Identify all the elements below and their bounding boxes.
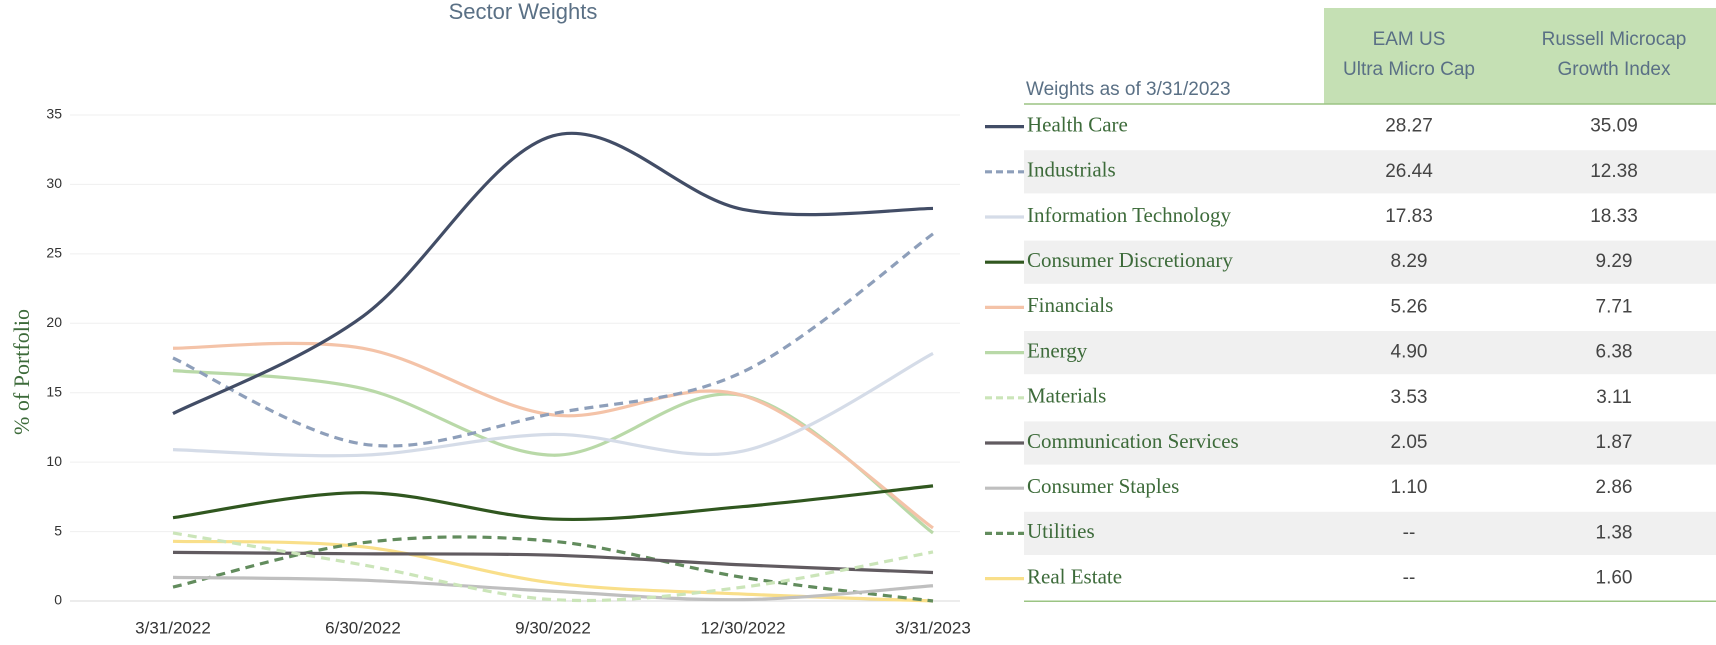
series-line [172,531,934,603]
row-bg [1024,511,1716,555]
x-tick-label: 6/30/2022 [325,618,401,637]
x-tick-label: 3/31/2023 [895,618,971,637]
table-cell: 8.29 [1391,251,1428,272]
y-tick-label: 25 [46,245,62,261]
table-cell: 3.11 [1596,387,1632,408]
table-cell: 1.60 [1596,568,1633,589]
legend-label: Information Technology [1027,203,1232,227]
table-cell: 26.44 [1385,161,1433,182]
row-bg [1024,150,1716,194]
x-tick-label: 12/30/2022 [700,618,785,637]
y-tick-label: 10 [46,453,62,469]
table-cell: 17.83 [1385,206,1433,227]
y-tick-label: 5 [54,522,62,538]
table-cell: 1.10 [1391,477,1428,498]
table-cell: 9.29 [1596,251,1633,272]
table-cell: 12.38 [1590,161,1638,182]
legend-label: Consumer Discretionary [1027,248,1233,272]
y-tick-label: 35 [46,106,62,122]
row-bg [1024,240,1716,284]
column-header: EAM US [1373,29,1446,50]
row-bg [1024,331,1716,375]
row-bg [1024,421,1716,465]
x-tick-label: 9/30/2022 [515,618,591,637]
table-cell: 2.05 [1391,432,1428,453]
series-line [172,484,934,522]
table-caption: Weights as of 3/31/2023 [1026,79,1231,100]
legend-label: Financials [1027,293,1113,317]
y-tick-label: 20 [46,314,62,330]
table-cell: 28.27 [1385,116,1433,137]
series-line [172,368,934,535]
table-cell: 35.09 [1590,116,1638,137]
table-cell: 7.71 [1596,296,1633,317]
legend-label: Communication Services [1027,429,1239,453]
column-header: Ultra Micro Cap [1343,59,1475,80]
legend-label: Utilities [1027,519,1095,543]
column-header: Growth Index [1558,59,1671,80]
series-line [172,131,934,415]
series-line [172,232,934,448]
legend-label: Industrials [1027,158,1116,182]
series-line [172,341,934,530]
legend-label: Real Estate [1027,564,1122,588]
table-cell: 5.26 [1391,296,1428,317]
table-cell: 1.87 [1596,432,1633,453]
table-cell: -- [1403,522,1416,543]
column-header: Russell Microcap [1542,29,1687,50]
table-cell: 2.86 [1596,477,1633,498]
table-cell: 3.53 [1391,387,1428,408]
series-line [172,575,934,602]
legend-label: Health Care [1027,112,1128,136]
table-cell: -- [1403,568,1416,589]
legend-label: Consumer Staples [1027,474,1179,498]
legend-label: Materials [1027,384,1106,408]
y-tick-label: 0 [54,592,62,608]
series-line [172,351,934,458]
y-tick-label: 30 [46,175,62,191]
table-cell: 6.38 [1596,342,1633,363]
x-tick-label: 3/31/2022 [135,618,211,637]
table-header-bg [1324,8,1716,104]
chart-title: Sector Weights [449,0,598,24]
table-cell: 18.33 [1590,206,1638,227]
legend-label: Energy [1027,338,1088,362]
series-line [172,550,934,575]
table-cell: 4.90 [1391,342,1428,363]
y-axis-label: % of Portfolio [9,309,34,435]
table-cell: 1.38 [1596,522,1633,543]
y-tick-label: 15 [46,383,62,399]
